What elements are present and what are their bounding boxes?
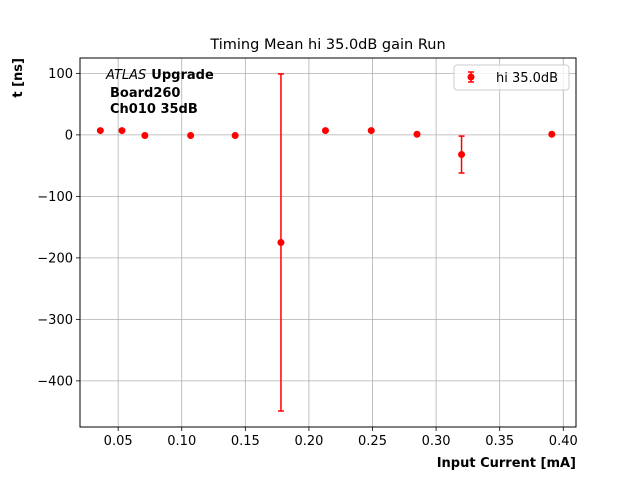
upgrade-text: Upgrade — [151, 68, 214, 83]
y-tick-label: 100 — [48, 67, 73, 82]
data-point — [321, 127, 329, 135]
data-point — [231, 131, 239, 139]
data-point — [187, 131, 195, 139]
x-tick-label: 0.10 — [167, 434, 196, 449]
x-tick-label: 0.20 — [294, 434, 323, 449]
legend-marker — [467, 73, 475, 81]
axis-ticks: 0.05 0.10 0.15 0.20 0.25 0.30 0.35 0.40 100 0 −100… — [37, 67, 577, 449]
atlas-label: ATLAS Upgrade — [105, 68, 214, 83]
y-tick-label: −200 — [37, 251, 73, 266]
y-tick-label: −400 — [37, 374, 73, 389]
legend-box — [453, 64, 570, 91]
y-tick-label: 0 — [65, 128, 73, 143]
data-point — [96, 127, 104, 135]
x-tick-label: 0.25 — [358, 434, 387, 449]
x-tick-label: 0.40 — [549, 434, 578, 449]
x-axis-label: Input Current [mA] — [437, 456, 576, 471]
legend: hi 35.0dB — [453, 64, 570, 91]
data-point — [367, 127, 375, 135]
data-layer — [96, 73, 556, 412]
data-point — [277, 239, 285, 246]
x-tick-label: 0.30 — [422, 434, 451, 449]
y-tick-label: −100 — [37, 190, 73, 205]
y-tick-label: −300 — [37, 313, 73, 328]
x-tick-label: 0.15 — [231, 434, 260, 449]
data-point — [118, 127, 126, 135]
data-point — [548, 130, 556, 138]
data-point — [141, 131, 149, 139]
data-point — [458, 151, 466, 159]
board-label: Board260 — [110, 86, 180, 101]
data-point — [413, 130, 421, 138]
grid-lines — [80, 58, 576, 427]
x-tick-label: 0.05 — [104, 434, 133, 449]
chart-title: Timing Mean hi 35.0dB gain Run — [209, 37, 445, 53]
x-tick-label: 0.35 — [485, 434, 514, 449]
plot-frame — [79, 57, 577, 428]
atlas-text: ATLAS — [105, 68, 146, 83]
legend-entry-label: hi 35.0dB — [496, 71, 558, 86]
y-axis-label: t [ns] — [11, 58, 26, 98]
channel-label: Ch010 35dB — [110, 102, 198, 117]
